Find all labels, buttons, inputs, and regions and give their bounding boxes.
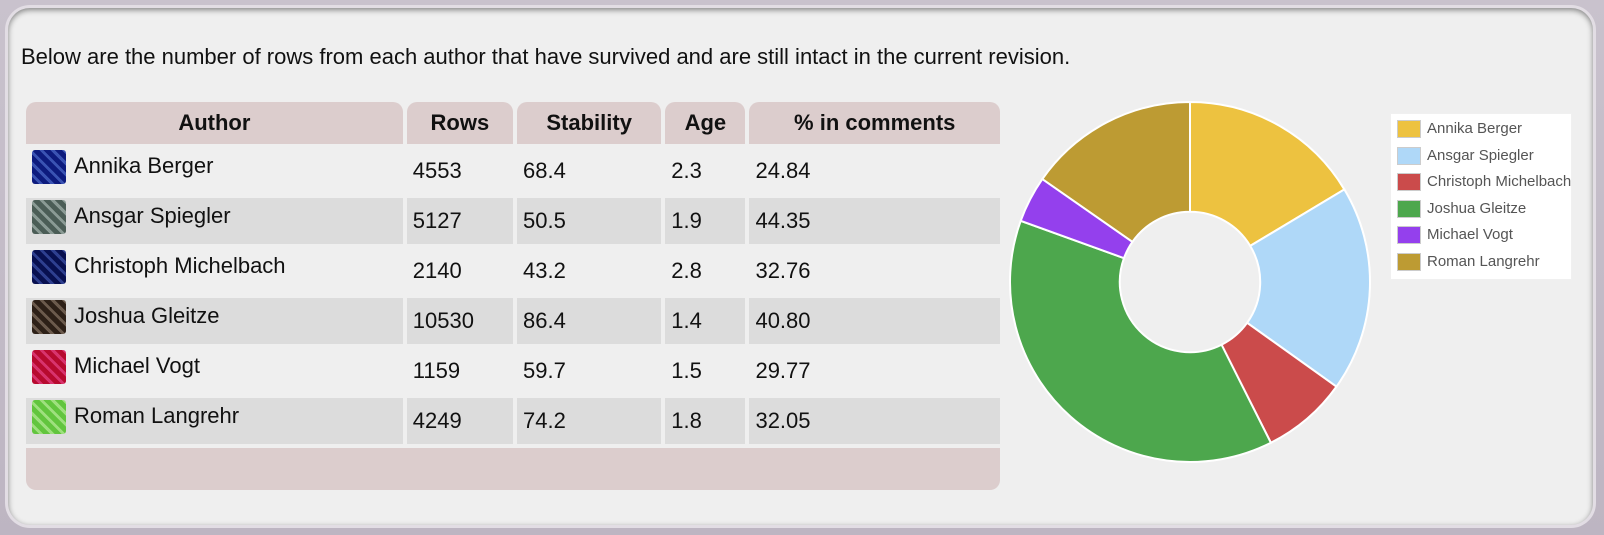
comments-cell: 32.05 [749, 398, 1000, 444]
legend-item: Annika Berger [1397, 120, 1522, 140]
header-stability[interactable]: Stability [517, 102, 662, 144]
legend-label: Roman Langrehr [1427, 252, 1540, 270]
avatar-icon [32, 149, 66, 184]
author-cell: Joshua Gleitze [26, 298, 403, 344]
avatar-icon [32, 299, 66, 334]
stability-cell: 68.4 [517, 148, 662, 194]
stability-cell: 86.4 [517, 298, 662, 344]
header-author[interactable]: Author [26, 102, 403, 144]
author-cell: Ansgar Spiegler [26, 198, 403, 244]
legend-item: Roman Langrehr [1397, 253, 1540, 273]
author-name[interactable]: Roman Langrehr [74, 402, 240, 428]
comments-cell: 40.80 [749, 298, 1000, 344]
header-rows[interactable]: Rows [406, 102, 513, 144]
stability-cell: 43.2 [517, 248, 662, 294]
age-cell: 2.3 [665, 148, 746, 194]
age-cell: 1.9 [665, 198, 746, 244]
age-cell: 1.4 [665, 298, 746, 344]
rows-cell: 10530 [406, 298, 513, 344]
avatar-icon [32, 249, 66, 284]
stability-cell: 74.2 [517, 398, 662, 444]
legend-swatch [1397, 146, 1421, 165]
table-footer [26, 448, 1000, 490]
table-header-row: Author Rows Stability Age % in comments [26, 102, 1000, 144]
avatar-icon [32, 199, 66, 234]
author-cell: Christoph Michelbach [26, 248, 403, 294]
legend-swatch [1397, 199, 1421, 218]
avatar-icon [32, 349, 66, 384]
author-name[interactable]: Christoph Michelbach [74, 252, 286, 278]
author-name[interactable]: Annika Berger [74, 152, 214, 178]
pie-slice-annika-berger[interactable] [1189, 100, 1346, 248]
age-cell: 1.8 [665, 398, 746, 444]
author-name[interactable]: Ansgar Spiegler [74, 202, 231, 228]
comments-cell: 44.35 [749, 198, 1000, 244]
table-row: Annika Berger 4553 68.4 2.3 24.84 [26, 148, 1000, 194]
pie-slice-ansgar-spiegler[interactable] [1245, 188, 1371, 389]
pie-slice-roman-langrehr[interactable] [1040, 100, 1191, 244]
legend-item: Michael Vogt [1397, 226, 1513, 246]
legend-item: Ansgar Spiegler [1397, 147, 1534, 167]
rows-cell: 2140 [406, 248, 513, 294]
legend-item: Joshua Gleitze [1397, 200, 1526, 220]
legend-item: Christoph Michelbach [1397, 173, 1571, 193]
chart-legend: Annika Berger Ansgar Spiegler Christoph Mi… [1390, 113, 1572, 280]
rows-cell: 4553 [406, 148, 513, 194]
legend-label: Ansgar Spiegler [1427, 146, 1534, 164]
table-row: Ansgar Spiegler 5127 50.5 1.9 44.35 [26, 198, 1000, 244]
table-row: Joshua Gleitze 10530 86.4 1.4 40.80 [26, 298, 1000, 344]
authors-table: Author Rows Stability Age % in comments … [22, 98, 1004, 494]
legend-label: Annika Berger [1427, 120, 1523, 137]
rows-cell: 5127 [406, 198, 513, 244]
comments-cell: 29.77 [749, 348, 1000, 394]
table-row: Roman Langrehr 4249 74.2 1.8 32.05 [26, 398, 1000, 444]
legend-swatch [1397, 120, 1421, 139]
author-cell: Michael Vogt [26, 348, 403, 394]
avatar-icon [32, 399, 66, 434]
pie-slice-joshua-gleitze[interactable] [1009, 219, 1273, 463]
rows-cell: 4249 [406, 398, 513, 444]
table-row: Christoph Michelbach 2140 43.2 2.8 32.76 [26, 248, 1000, 294]
author-cell: Annika Berger [26, 148, 403, 194]
header-comments[interactable]: % in comments [749, 102, 1000, 144]
comments-cell: 32.76 [749, 248, 1000, 294]
rows-donut-chart [1009, 100, 1371, 463]
comments-cell: 24.84 [749, 148, 1000, 194]
header-age[interactable]: Age [665, 102, 746, 144]
table-row: Michael Vogt 1159 59.7 1.5 29.77 [26, 348, 1000, 394]
age-cell: 1.5 [665, 348, 746, 394]
legend-label: Joshua Gleitze [1427, 199, 1527, 217]
author-name[interactable]: Joshua Gleitze [74, 302, 220, 328]
stability-cell: 59.7 [517, 348, 662, 394]
age-cell: 2.8 [665, 248, 746, 294]
legend-label: Christoph Michelbach [1427, 173, 1572, 190]
legend-swatch [1397, 173, 1421, 192]
intro-text: Below are the number of rows from each a… [21, 44, 1071, 69]
author-cell: Roman Langrehr [26, 398, 403, 444]
legend-label: Michael Vogt [1427, 226, 1513, 243]
stability-cell: 50.5 [517, 198, 662, 244]
rows-cell: 1159 [406, 348, 513, 394]
table-footer-row [26, 448, 1000, 490]
legend-swatch [1397, 226, 1421, 245]
author-name[interactable]: Michael Vogt [74, 352, 200, 378]
legend-swatch [1397, 252, 1421, 271]
